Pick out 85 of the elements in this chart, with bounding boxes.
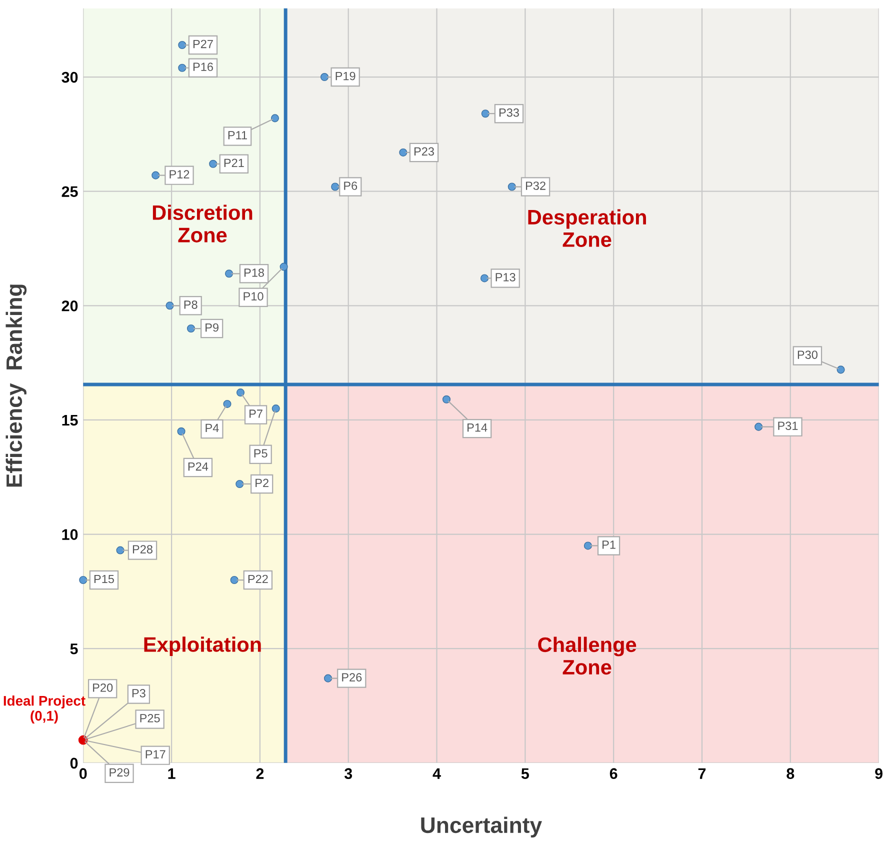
annotation: P21	[224, 158, 244, 167]
annotation: P28	[132, 545, 152, 554]
x-tick-label: 7	[698, 768, 706, 779]
point	[178, 40, 186, 50]
x-tick-label: 1	[168, 768, 176, 779]
point	[480, 274, 489, 282]
annotation: P2	[256, 478, 268, 488]
annotation: P10	[244, 292, 264, 301]
point	[223, 400, 232, 408]
x-tick-label: 6	[610, 768, 618, 779]
point	[230, 576, 238, 584]
annotation: P18	[244, 268, 264, 277]
point	[399, 148, 408, 156]
y-tick-label: 5	[70, 644, 78, 654]
annotation: P3	[132, 689, 146, 698]
annotation: P4	[206, 424, 219, 432]
x-tick-label: 5	[521, 768, 529, 779]
annotation: P29	[110, 768, 130, 777]
point	[236, 480, 244, 488]
point	[152, 171, 160, 180]
series-label: Ideal Project (0,1)	[4, 696, 86, 724]
point	[324, 674, 332, 682]
point	[280, 262, 288, 271]
annotation: P14	[468, 423, 488, 432]
annotation: P33	[499, 108, 519, 117]
annotation: Challenge Zone	[538, 636, 636, 675]
point	[320, 72, 329, 82]
x-tick-label: 3	[344, 768, 352, 780]
x-tick-label: 8	[786, 768, 794, 779]
point	[79, 576, 88, 584]
x-tick-label: 9	[875, 768, 882, 779]
point	[209, 160, 218, 168]
point	[178, 64, 186, 72]
point	[224, 270, 234, 278]
annotation: P6	[344, 182, 358, 190]
point	[186, 324, 196, 333]
annotation: P1	[602, 540, 616, 549]
annotation: P19	[336, 72, 356, 80]
point	[116, 546, 124, 554]
y-axis-title: Efficiency Ranking	[6, 284, 27, 487]
point	[331, 182, 340, 191]
annotation: P16	[193, 62, 213, 72]
annotation: P30	[798, 350, 818, 359]
annotation: P32	[526, 182, 546, 190]
y-tick-label: 30	[62, 72, 78, 83]
annotation: P12	[170, 170, 190, 178]
annotation: Discretion Zone	[152, 204, 252, 242]
annotation: P25	[140, 714, 160, 722]
annotation: P24	[188, 462, 208, 471]
x-tick-label: 2	[256, 768, 264, 779]
point	[481, 110, 490, 118]
annotation: P31	[778, 422, 798, 430]
y-tick-label: 20	[62, 300, 78, 312]
annotation: P7	[250, 410, 262, 418]
point	[754, 422, 763, 431]
annotation: Desperation Zone	[528, 209, 646, 248]
annotation: P8	[184, 300, 198, 309]
point	[236, 388, 245, 397]
point	[270, 114, 280, 122]
annotation: P27	[193, 40, 213, 48]
annotation: P20	[93, 683, 113, 692]
annotation: P5	[254, 449, 268, 458]
annotation: P26	[342, 673, 362, 682]
x-tick-label: 0	[80, 768, 87, 779]
annotation: P9	[206, 323, 218, 332]
point	[272, 404, 280, 413]
point	[584, 542, 592, 550]
annotation: P15	[94, 574, 114, 584]
point	[166, 302, 174, 310]
annotation: P22	[248, 574, 268, 584]
y-tick-label: 0	[70, 758, 78, 769]
point	[508, 182, 516, 191]
annotation: P13	[496, 273, 516, 282]
annotation: P11	[228, 131, 247, 140]
point	[177, 427, 186, 436]
x-axis-title: Uncertainty	[421, 816, 542, 838]
y-tick-label: 15	[62, 414, 78, 426]
x-tick-label: 4	[432, 768, 441, 779]
point	[442, 395, 451, 404]
annotation: Exploitation	[144, 636, 261, 656]
point	[836, 366, 845, 374]
y-tick-label: 25	[62, 186, 78, 198]
y-tick-label: 10	[62, 529, 78, 540]
annotation: P17	[146, 750, 166, 758]
annotation: P23	[414, 147, 434, 156]
